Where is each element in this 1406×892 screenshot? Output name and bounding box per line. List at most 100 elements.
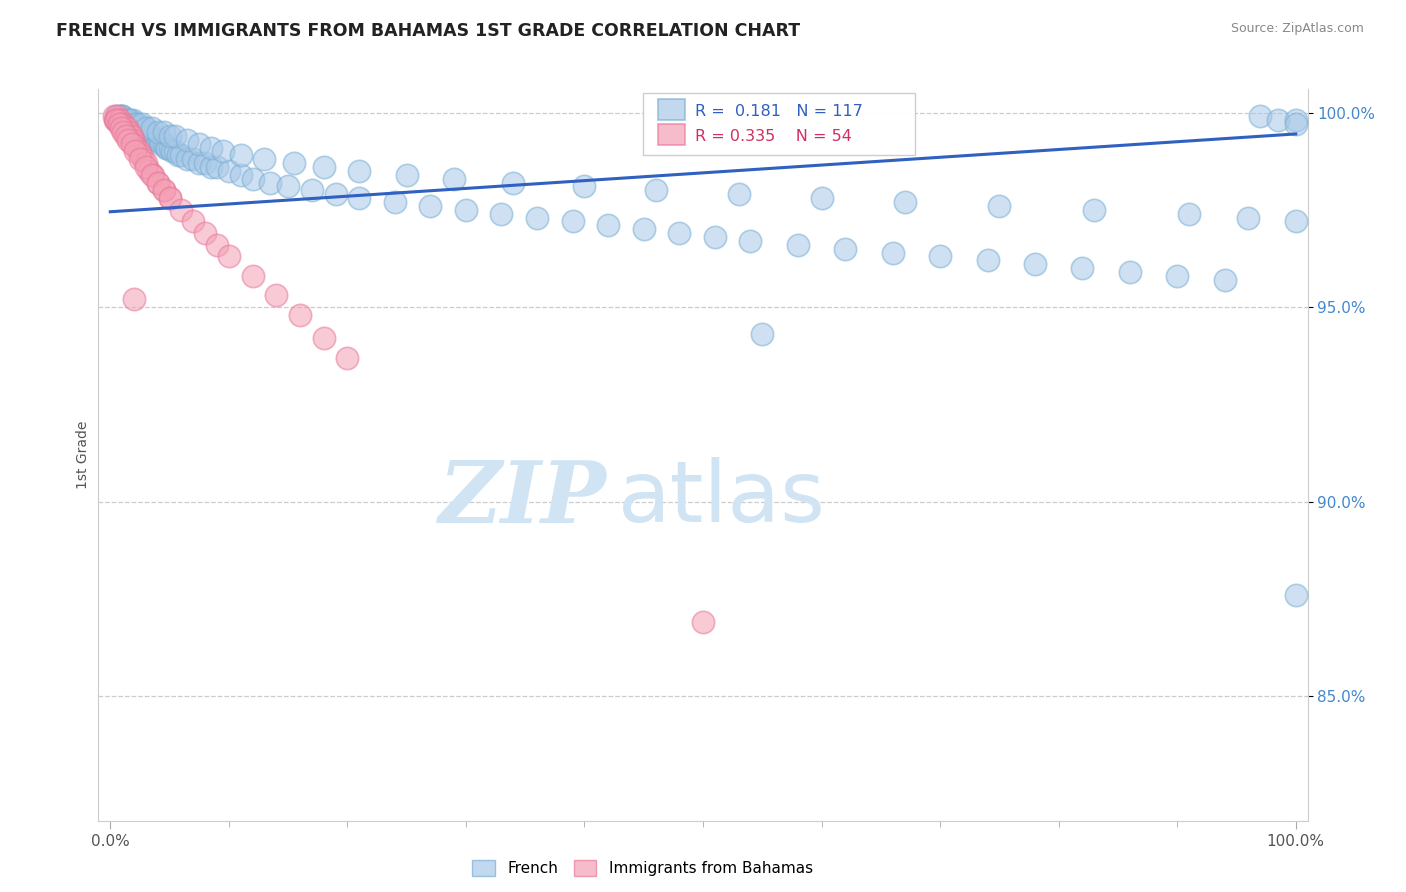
Point bbox=[127, 117, 149, 131]
Point bbox=[1285, 113, 1308, 128]
Point bbox=[277, 179, 299, 194]
Point bbox=[1166, 268, 1188, 283]
Point bbox=[141, 168, 163, 182]
Point bbox=[121, 128, 143, 143]
Point bbox=[105, 110, 128, 124]
Point bbox=[121, 113, 143, 128]
Point bbox=[218, 164, 240, 178]
Point bbox=[104, 113, 127, 128]
Point bbox=[419, 199, 441, 213]
Point bbox=[526, 211, 548, 225]
Point bbox=[122, 136, 145, 151]
Point bbox=[336, 351, 359, 365]
Point bbox=[751, 327, 773, 342]
Point bbox=[136, 125, 159, 139]
Point bbox=[1249, 110, 1271, 124]
Point bbox=[692, 615, 714, 630]
Point bbox=[834, 242, 856, 256]
Text: ZIP: ZIP bbox=[439, 457, 606, 541]
Text: R = 0.335    N = 54: R = 0.335 N = 54 bbox=[695, 128, 852, 144]
Legend: French, Immigrants from Bahamas: French, Immigrants from Bahamas bbox=[467, 855, 818, 882]
Point bbox=[188, 156, 211, 170]
FancyBboxPatch shape bbox=[643, 93, 915, 155]
Point bbox=[124, 117, 146, 131]
Point bbox=[727, 187, 749, 202]
Point bbox=[114, 113, 136, 128]
Point bbox=[181, 214, 204, 228]
Point bbox=[114, 128, 136, 143]
Point bbox=[165, 128, 187, 143]
Point bbox=[129, 121, 152, 136]
Point bbox=[136, 125, 159, 139]
Point bbox=[111, 110, 134, 124]
Point bbox=[107, 113, 129, 128]
Point bbox=[1083, 202, 1105, 217]
Point bbox=[1237, 211, 1260, 225]
FancyBboxPatch shape bbox=[658, 124, 685, 145]
Point bbox=[312, 160, 335, 174]
Point bbox=[703, 230, 725, 244]
Point bbox=[668, 226, 690, 240]
Point bbox=[253, 153, 276, 167]
Point bbox=[128, 145, 150, 159]
Point bbox=[561, 214, 583, 228]
Point bbox=[229, 168, 252, 182]
Point bbox=[395, 168, 418, 182]
Point bbox=[976, 253, 998, 268]
Point bbox=[146, 176, 169, 190]
Point bbox=[159, 128, 181, 143]
Y-axis label: 1st Grade: 1st Grade bbox=[76, 421, 90, 489]
Point bbox=[598, 219, 620, 233]
Point bbox=[242, 171, 264, 186]
Point bbox=[166, 148, 188, 162]
Point bbox=[149, 133, 172, 147]
Point bbox=[122, 293, 145, 307]
Point bbox=[127, 121, 149, 136]
Point bbox=[200, 160, 222, 174]
Point bbox=[108, 110, 131, 124]
Point bbox=[146, 133, 169, 147]
Point bbox=[347, 191, 370, 205]
Point bbox=[325, 187, 347, 202]
Point bbox=[125, 121, 148, 136]
Point bbox=[1119, 265, 1142, 279]
Point bbox=[146, 176, 169, 190]
Text: FRENCH VS IMMIGRANTS FROM BAHAMAS 1ST GRADE CORRELATION CHART: FRENCH VS IMMIGRANTS FROM BAHAMAS 1ST GR… bbox=[56, 22, 800, 40]
Point bbox=[132, 125, 155, 139]
Point bbox=[118, 117, 141, 131]
Point bbox=[135, 121, 157, 136]
Point bbox=[117, 125, 139, 139]
Point bbox=[810, 191, 832, 205]
Point bbox=[170, 202, 193, 217]
Point bbox=[176, 153, 198, 167]
Point bbox=[129, 153, 152, 167]
Text: atlas: atlas bbox=[619, 458, 827, 541]
Point bbox=[491, 207, 513, 221]
Point bbox=[264, 288, 287, 302]
Point bbox=[1178, 207, 1201, 221]
Point bbox=[205, 160, 228, 174]
Point bbox=[1285, 117, 1308, 131]
Point bbox=[112, 117, 135, 131]
Point bbox=[454, 202, 477, 217]
Point bbox=[150, 136, 173, 151]
Point bbox=[121, 136, 143, 151]
Point bbox=[301, 183, 323, 197]
Point bbox=[131, 125, 153, 139]
Point bbox=[176, 133, 198, 147]
Point bbox=[146, 125, 169, 139]
Point bbox=[988, 199, 1011, 213]
Point bbox=[152, 183, 174, 197]
Point bbox=[135, 121, 157, 136]
Point bbox=[145, 133, 167, 147]
Point bbox=[159, 191, 181, 205]
Point bbox=[740, 234, 762, 248]
Point bbox=[159, 140, 181, 154]
Point bbox=[105, 113, 128, 128]
Point bbox=[110, 117, 132, 131]
Point bbox=[111, 110, 134, 124]
Point bbox=[283, 156, 305, 170]
Point bbox=[108, 113, 131, 128]
Point bbox=[135, 160, 157, 174]
Point bbox=[120, 128, 142, 143]
